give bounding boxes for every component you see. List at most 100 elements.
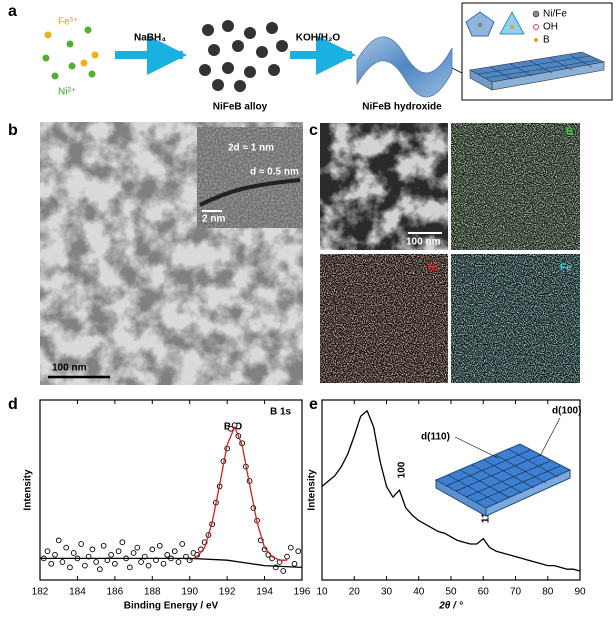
- callout: [539, 417, 561, 457]
- panel-label: b: [8, 122, 18, 139]
- data-point: [160, 560, 167, 567]
- product-label: NiFeB alloy: [213, 102, 268, 113]
- data-point: [145, 562, 152, 569]
- x-tick-label: 184: [69, 587, 86, 598]
- data-point: [67, 564, 73, 571]
- data-point: [280, 568, 287, 574]
- scale-label: 2 nm: [202, 214, 225, 225]
- data-point: [156, 542, 163, 549]
- reagent: NaBH₄: [134, 33, 166, 44]
- legend-marker: [532, 10, 540, 18]
- polyhedra: [465, 10, 606, 91]
- y-axis-label: Intensity: [307, 469, 318, 511]
- reagent: KOH/H₂O: [296, 33, 341, 44]
- x-tick-label: 20: [349, 587, 361, 598]
- inset-label: d ≈ 0.5 nm: [250, 167, 299, 178]
- eds-texture: [451, 123, 580, 250]
- data-point: [179, 541, 186, 547]
- callout: [454, 436, 499, 459]
- data-point: [89, 546, 96, 553]
- data-point: [126, 564, 133, 571]
- eds-texture: [320, 254, 448, 383]
- ion-label: Fe³⁺: [58, 17, 78, 28]
- crystal-inset: [434, 443, 572, 517]
- x-tick-label: 50: [445, 587, 457, 598]
- panel-label: e: [309, 396, 318, 413]
- annotation: d(110): [421, 432, 450, 443]
- chart-title: B 1s: [270, 407, 292, 418]
- inset-label: 2d ≈ 1 nm: [228, 143, 274, 154]
- x-tick-label: 196: [294, 587, 311, 598]
- plot-frame: [39, 399, 303, 581]
- product-label: NiFeB hydroxide: [362, 102, 442, 113]
- data-point: [93, 559, 99, 565]
- data-point: [70, 550, 77, 556]
- x-tick-label: 30: [381, 587, 393, 598]
- data-line: [189, 426, 288, 561]
- sem-texture: [320, 123, 448, 250]
- annotation: 100: [397, 461, 408, 478]
- data-point: [78, 541, 85, 547]
- data-point: [284, 553, 290, 560]
- data-point: [130, 550, 137, 556]
- x-axis-label: Binding Energy / eV: [124, 601, 219, 612]
- data-point: [59, 559, 66, 565]
- x-tick-label: 194: [256, 587, 273, 598]
- data-point: [82, 562, 88, 569]
- legend-marker: [534, 38, 538, 42]
- data-point: [175, 559, 182, 565]
- x-tick-label: 80: [542, 587, 554, 598]
- x-tick-label: 60: [478, 587, 490, 598]
- data-point: [115, 548, 122, 555]
- data-point: [287, 544, 294, 551]
- map-label: Ni: [428, 263, 438, 274]
- legend-marker: [533, 24, 539, 30]
- x-tick-label: 188: [144, 587, 161, 598]
- ion-dots: [42, 26, 99, 80]
- x-tick-label: 40: [413, 587, 425, 598]
- data-point: [119, 539, 126, 546]
- data-line: [321, 410, 581, 572]
- eds-texture: [451, 254, 580, 383]
- x-tick-label: 190: [181, 587, 198, 598]
- data-point: [52, 551, 58, 558]
- data-point: [291, 560, 298, 567]
- panel-label: d: [8, 396, 18, 413]
- data-point: [100, 542, 107, 549]
- sheet-edge: [199, 178, 301, 207]
- data-point: [149, 546, 156, 553]
- data-point: [171, 548, 178, 555]
- panel-label: c: [309, 122, 318, 139]
- data-point: [164, 551, 171, 558]
- data-point: [44, 548, 51, 555]
- data-point: [295, 548, 302, 555]
- data-point: [138, 559, 144, 565]
- x-tick-label: 90: [574, 587, 586, 598]
- map-label: Fe: [560, 263, 572, 274]
- x-tick-label: 182: [32, 587, 49, 598]
- data-line: [40, 557, 303, 569]
- data-point: [97, 566, 103, 573]
- legend-text: OH: [543, 22, 558, 33]
- legend-text: B: [543, 35, 550, 46]
- scale-label: 100 nm: [406, 237, 441, 248]
- annotation: d(100): [552, 406, 581, 417]
- x-tick-label: 70: [510, 587, 522, 598]
- data-point: [55, 537, 62, 544]
- x-tick-label: 186: [107, 587, 124, 598]
- map-label: B: [566, 127, 573, 138]
- ion-label: Ni²⁺: [58, 87, 76, 98]
- panel-label: a: [8, 3, 17, 20]
- alloy-particles: [199, 20, 288, 92]
- data-point: [108, 551, 114, 558]
- x-tick-label: 10: [316, 587, 328, 598]
- y-axis-label: Intensity: [23, 469, 34, 511]
- data-point: [112, 560, 118, 567]
- x-axis-label: 2θ / °: [438, 601, 463, 612]
- x-tick-label: 192: [219, 587, 236, 598]
- data-point: [48, 560, 55, 567]
- data-point: [134, 544, 141, 551]
- data-point: [63, 544, 70, 551]
